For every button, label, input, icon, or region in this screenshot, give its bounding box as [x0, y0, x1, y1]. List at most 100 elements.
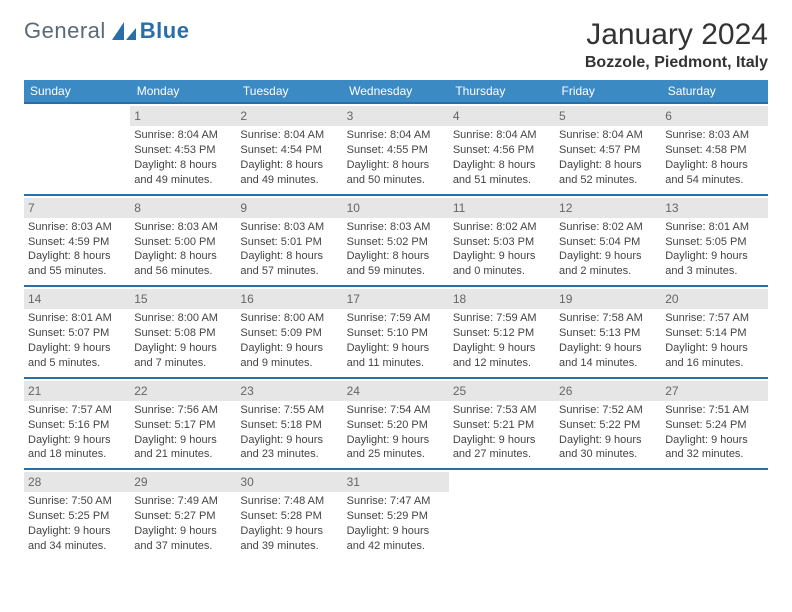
calendar-week-row: 7Sunrise: 8:03 AMSunset: 4:59 PMDaylight…: [24, 195, 768, 287]
sunset-line: Sunset: 5:13 PM: [559, 326, 657, 341]
sunset-line: Sunset: 4:54 PM: [240, 143, 338, 158]
day-number: 28: [24, 472, 130, 492]
daylight-line: Daylight: 9 hours and 37 minutes.: [134, 524, 232, 554]
weekday-header: Friday: [555, 80, 661, 103]
day-number: 20: [661, 289, 767, 309]
calendar-day-cell: 17 Sunrise: 7:59 AMSunset: 5:10 PMDayligh…: [343, 286, 449, 378]
daylight-line: Daylight: 8 hours and 51 minutes.: [453, 158, 551, 188]
sunrise-line: Sunrise: 7:50 AM: [28, 494, 126, 509]
sunset-line: Sunset: 5:01 PM: [240, 235, 338, 250]
calendar-table: SundayMondayTuesdayWednesdayThursdayFrid…: [24, 80, 768, 560]
daylight-line: Daylight: 9 hours and 21 minutes.: [134, 433, 232, 463]
sunset-line: Sunset: 4:58 PM: [665, 143, 763, 158]
calendar-day-cell: 24Sunrise: 7:54 AMSunset: 5:20 PMDayligh…: [343, 378, 449, 470]
daylight-line: Daylight: 8 hours and 56 minutes.: [134, 249, 232, 279]
day-number: 26: [555, 381, 661, 401]
sunrise-line: Sunrise: 7:48 AM: [240, 494, 338, 509]
day-number: 22: [130, 381, 236, 401]
calendar-day-cell: .: [661, 469, 767, 560]
day-number: 19: [555, 289, 661, 309]
day-number: 14: [24, 289, 130, 309]
day-number: 12: [555, 198, 661, 218]
day-number: 2: [236, 106, 342, 126]
sunset-line: Sunset: 5:12 PM: [453, 326, 551, 341]
day-number: 27: [661, 381, 767, 401]
daylight-line: Daylight: 9 hours and 7 minutes.: [134, 341, 232, 371]
daylight-line: Daylight: 9 hours and 30 minutes.: [559, 433, 657, 463]
day-number: 6: [661, 106, 767, 126]
sunrise-line: Sunrise: 7:57 AM: [665, 311, 763, 326]
location: Bozzole, Piedmont, Italy: [585, 54, 768, 72]
daylight-line: Daylight: 9 hours and 18 minutes.: [28, 433, 126, 463]
sunrise-line: Sunrise: 7:58 AM: [559, 311, 657, 326]
day-number: 5: [555, 106, 661, 126]
day-number: 17: [343, 289, 449, 309]
daylight-line: Daylight: 9 hours and 3 minutes.: [665, 249, 763, 279]
logo-text-general: General: [24, 18, 106, 44]
day-number: 1: [130, 106, 236, 126]
day-number: 4: [449, 106, 555, 126]
sunset-line: Sunset: 5:00 PM: [134, 235, 232, 250]
weekday-header: Tuesday: [236, 80, 342, 103]
logo-text-blue: Blue: [140, 18, 190, 44]
calendar-day-cell: 27Sunrise: 7:51 AMSunset: 5:24 PMDayligh…: [661, 378, 767, 470]
sunrise-line: Sunrise: 8:04 AM: [559, 128, 657, 143]
daylight-line: Daylight: 8 hours and 59 minutes.: [347, 249, 445, 279]
calendar-header: SundayMondayTuesdayWednesdayThursdayFrid…: [24, 80, 768, 103]
sunrise-line: Sunrise: 8:00 AM: [240, 311, 338, 326]
sunset-line: Sunset: 5:08 PM: [134, 326, 232, 341]
day-number: 13: [661, 198, 767, 218]
sunset-line: Sunset: 4:57 PM: [559, 143, 657, 158]
sunrise-line: Sunrise: 8:03 AM: [28, 220, 126, 235]
sunset-line: Sunset: 4:59 PM: [28, 235, 126, 250]
sunrise-line: Sunrise: 7:59 AM: [453, 311, 551, 326]
sunrise-line: Sunrise: 8:04 AM: [347, 128, 445, 143]
sunrise-line: Sunrise: 7:49 AM: [134, 494, 232, 509]
calendar-day-cell: 23Sunrise: 7:55 AMSunset: 5:18 PMDayligh…: [236, 378, 342, 470]
sunrise-line: Sunrise: 8:01 AM: [665, 220, 763, 235]
daylight-line: Daylight: 8 hours and 54 minutes.: [665, 158, 763, 188]
logo-sail-icon: [110, 20, 138, 42]
weekday-header: Wednesday: [343, 80, 449, 103]
sunrise-line: Sunrise: 8:04 AM: [134, 128, 232, 143]
sunrise-line: Sunrise: 8:03 AM: [240, 220, 338, 235]
calendar-day-cell: 31Sunrise: 7:47 AMSunset: 5:29 PMDayligh…: [343, 469, 449, 560]
sunrise-line: Sunrise: 7:57 AM: [28, 403, 126, 418]
calendar-day-cell: 22Sunrise: 7:56 AMSunset: 5:17 PMDayligh…: [130, 378, 236, 470]
sunrise-line: Sunrise: 8:02 AM: [453, 220, 551, 235]
sunset-line: Sunset: 4:53 PM: [134, 143, 232, 158]
sunrise-line: Sunrise: 7:59 AM: [347, 311, 445, 326]
sunset-line: Sunset: 5:24 PM: [665, 418, 763, 433]
daylight-line: Daylight: 9 hours and 14 minutes.: [559, 341, 657, 371]
sunset-line: Sunset: 5:22 PM: [559, 418, 657, 433]
day-number: 7: [24, 198, 130, 218]
daylight-line: Daylight: 9 hours and 2 minutes.: [559, 249, 657, 279]
calendar-week-row: .1Sunrise: 8:04 AMSunset: 4:53 PMDayligh…: [24, 103, 768, 195]
daylight-line: Daylight: 9 hours and 11 minutes.: [347, 341, 445, 371]
weekday-header: Saturday: [661, 80, 767, 103]
calendar-day-cell: 20Sunrise: 7:57 AMSunset: 5:14 PMDayligh…: [661, 286, 767, 378]
calendar-day-cell: 1Sunrise: 8:04 AMSunset: 4:53 PMDaylight…: [130, 103, 236, 195]
calendar-day-cell: 10Sunrise: 8:03 AMSunset: 5:02 PMDayligh…: [343, 195, 449, 287]
day-number: 16: [236, 289, 342, 309]
sunrise-line: Sunrise: 8:00 AM: [134, 311, 232, 326]
sunset-line: Sunset: 5:05 PM: [665, 235, 763, 250]
calendar-body: .1Sunrise: 8:04 AMSunset: 4:53 PMDayligh…: [24, 103, 768, 560]
sunset-line: Sunset: 5:10 PM: [347, 326, 445, 341]
daylight-line: Daylight: 9 hours and 39 minutes.: [240, 524, 338, 554]
day-number: 25: [449, 381, 555, 401]
daylight-line: Daylight: 9 hours and 0 minutes.: [453, 249, 551, 279]
calendar-day-cell: 14Sunrise: 8:01 AMSunset: 5:07 PMDayligh…: [24, 286, 130, 378]
sunset-line: Sunset: 4:56 PM: [453, 143, 551, 158]
calendar-day-cell: .: [449, 469, 555, 560]
calendar-day-cell: 11Sunrise: 8:02 AMSunset: 5:03 PMDayligh…: [449, 195, 555, 287]
calendar-day-cell: 9Sunrise: 8:03 AMSunset: 5:01 PMDaylight…: [236, 195, 342, 287]
daylight-line: Daylight: 9 hours and 16 minutes.: [665, 341, 763, 371]
weekday-header: Thursday: [449, 80, 555, 103]
sunrise-line: Sunrise: 7:53 AM: [453, 403, 551, 418]
logo: General Blue: [24, 18, 189, 44]
calendar-day-cell: 2Sunrise: 8:04 AMSunset: 4:54 PMDaylight…: [236, 103, 342, 195]
calendar-day-cell: 16Sunrise: 8:00 AMSunset: 5:09 PMDayligh…: [236, 286, 342, 378]
daylight-line: Daylight: 8 hours and 57 minutes.: [240, 249, 338, 279]
day-number: 31: [343, 472, 449, 492]
